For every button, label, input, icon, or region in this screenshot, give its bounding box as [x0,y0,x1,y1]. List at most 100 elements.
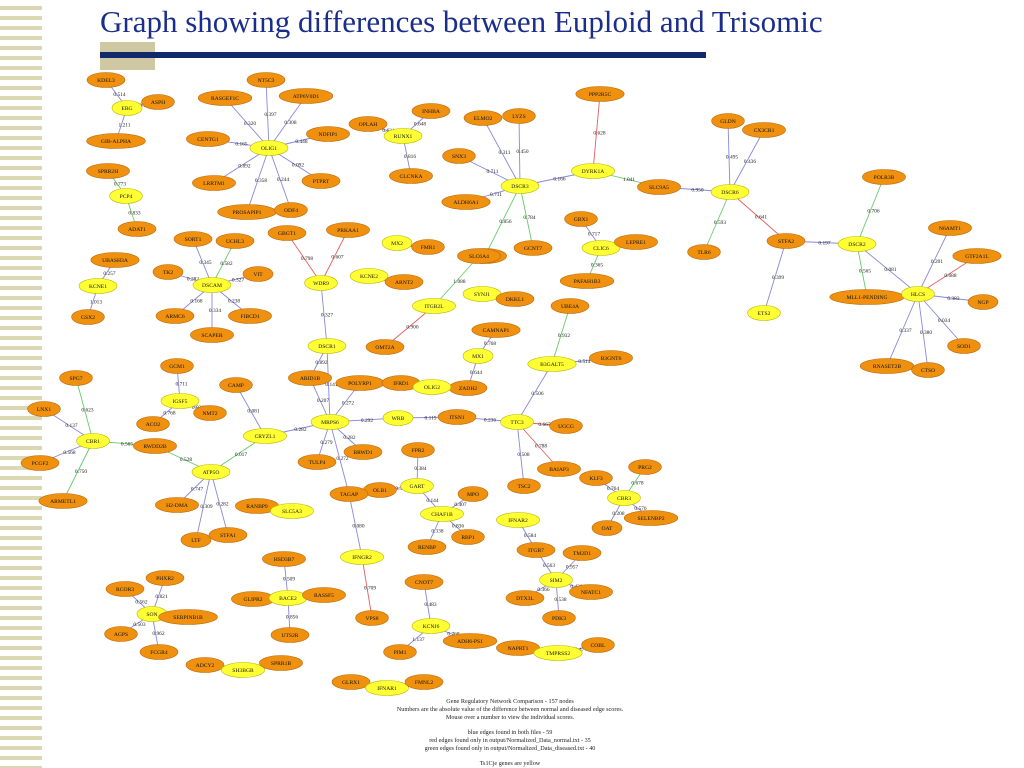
node-mrps6[interactable]: MRPS6 [310,414,350,430]
edge-weight-label[interactable]: 0.257 [103,271,115,277]
node-cnot7[interactable]: CNOT7 [404,574,444,590]
edge-weight-label[interactable]: 0.272 [342,401,354,407]
edge-weight-label[interactable]: 0.436 [744,159,756,165]
edge-weight-label[interactable]: 0.144 [426,498,438,504]
edge-weight-label[interactable]: 0.165 [235,142,247,148]
edge-weight-label[interactable]: 0.768 [163,411,175,417]
node-uts2r[interactable]: UTS2R [270,627,310,643]
node-tsc2[interactable]: TSC2 [507,478,541,494]
node-fcgr4[interactable]: FCGR4 [139,644,179,660]
node-stfa1[interactable]: STFA1 [208,527,248,543]
node-ifngr2[interactable]: IFNGR2 [340,549,384,565]
edge-weight-label[interactable]: 0.337 [899,328,911,334]
node-renbp[interactable]: RENBP [407,539,447,555]
node-h2dma[interactable]: H2-DMA [155,497,199,513]
edge-weight-label[interactable]: 0.115 [425,416,437,422]
node-nmt2[interactable]: NMT2 [193,405,227,421]
node-runx1[interactable]: RUNX1 [383,128,423,144]
node-agps[interactable]: AGPS [104,626,138,642]
node-olig1[interactable]: OLIG1 [249,140,289,156]
edge-weight-label[interactable]: 0.711 [487,169,499,175]
edge-weight-label[interactable]: 0.932 [558,333,570,339]
node-kcne2[interactable]: KCNE2 [349,268,389,284]
node-inhba[interactable]: INHBA [411,103,451,119]
node-mx2[interactable]: MX2 [381,235,413,251]
node-adat1[interactable]: ADAT1 [117,221,157,237]
edge-weight-label[interactable]: 0.514 [578,359,590,365]
node-rassf5[interactable]: RASSF5 [302,587,346,603]
edge-weight-label[interactable]: 0.272 [336,456,348,462]
node-serpinb1b[interactable]: SERPINB1B [158,609,218,625]
node-gcm1[interactable]: GCM1 [160,358,194,374]
edge-weight-label[interactable]: 0.750 [75,469,87,475]
edge-weight-label[interactable]: 0.092 [292,163,304,169]
edge-weight-label[interactable]: 0.593 [714,220,726,226]
node-clic6[interactable]: CLIC6 [581,240,621,256]
edge-weight-label[interactable]: 0.081 [884,267,896,273]
edge-weight-label[interactable]: 0.358 [255,178,267,184]
edge-weight-label[interactable]: 0.508 [517,452,529,458]
node-elmo2[interactable]: ELMO2 [463,110,503,126]
edge-weight-label[interactable]: 0.816 [404,154,416,160]
edge-weight-label[interactable]: 0.678 [631,481,643,487]
node-ube4a[interactable]: UBE4A [550,298,590,314]
node-sh3bgr[interactable]: SH3BGR [221,662,265,678]
edge-weight-label[interactable]: 0.450 [516,149,528,155]
edge-weight-label[interactable]: 0.081 [247,409,259,415]
node-arnt2[interactable]: ARNT2 [384,274,424,290]
node-pim1[interactable]: PIM1 [383,644,417,660]
edge-weight-label[interactable]: 0.892 [238,164,250,170]
node-oat[interactable]: OAT [591,520,623,536]
node-pcp4[interactable]: PCP4 [109,188,143,204]
node-b3gnt6[interactable]: B3GNT6 [589,350,633,366]
edge-weight-label[interactable]: 1.211 [119,123,131,129]
edge-weight-label[interactable]: 0.538 [554,597,566,603]
node-gbx1[interactable]: GBX1 [564,211,598,227]
edge-weight-label[interactable]: 0.380 [920,330,932,336]
node-bace2[interactable]: BACE2 [268,590,308,606]
node-centg1[interactable]: CENTG1 [186,131,230,147]
edge-weight-label[interactable]: 0.717 [588,232,600,238]
edge-weight-label[interactable]: 0.798 [301,256,313,262]
edge-weight-label[interactable]: 0.279 [320,440,332,446]
edge-weight-label[interactable]: 0.768 [484,341,496,347]
edge-weight-label[interactable]: 0.788 [535,444,547,450]
node-prkaa1[interactable]: PRKAA1 [326,222,370,238]
edge-weight-label[interactable]: 0.584 [524,533,536,539]
node-ppp2r5c[interactable]: PPP2R5C [575,86,625,102]
node-slc5a3[interactable]: SLC5A3 [270,503,314,519]
edge-weight-label[interactable]: 0.784 [523,215,535,221]
node-slc9a5[interactable]: SLC9A5 [637,179,681,195]
edge-weight-label[interactable]: 0.166 [553,177,565,183]
edge-weight-label[interactable]: 0.607 [331,255,343,261]
edge-weight-label[interactable]: 0.667 [538,422,550,428]
edge-weight-label[interactable]: 0.207 [317,398,329,404]
node-hsd3b7[interactable]: HSD3B7 [262,551,306,567]
node-odf4[interactable]: ODF4 [274,202,308,218]
node-lrrtm1[interactable]: LRRTM1 [192,175,236,191]
edge-weight-label[interactable]: 0.334 [209,308,221,314]
node-slc6a4[interactable]: SLC6A4 [457,248,501,264]
node-polr3b[interactable]: POLR3B [862,169,906,185]
node-tulp4[interactable]: TULP4 [297,454,337,470]
node-olb1[interactable]: OLB1 [363,482,397,498]
edge-weight-label[interactable]: 0.282 [343,435,355,441]
node-mll1[interactable]: MLL1-PENDING [829,289,905,305]
edge-weight-label[interactable]: 0.201 [931,259,943,265]
node-rasgef1c[interactable]: RASGEF1C [197,90,253,106]
node-cx3cr1[interactable]: CX3CR1 [742,122,786,138]
edge-weight-label[interactable]: 0.282 [294,427,306,433]
node-erg[interactable]: ERG [111,100,143,116]
edge-weight-label[interactable]: 0.197 [818,241,830,247]
edge-weight-label[interactable]: 0.768 [447,632,459,638]
node-adcy2[interactable]: ADCY2 [185,657,225,673]
node-dscr3[interactable]: DSCR3 [500,178,540,194]
node-rbp1[interactable]: RBP1 [451,529,485,545]
node-adh6ps1[interactable]: ADH6-PS1 [442,633,498,649]
edge-weight-label[interactable]: 0.292 [361,418,373,424]
edge-weight-label[interactable]: 0.338 [431,529,443,535]
edge-weight-label[interactable]: 0.706 [867,209,879,215]
edge-weight-label[interactable]: 0.773 [114,182,126,188]
node-tagap[interactable]: TAGAP [329,486,369,502]
node-ifnar2[interactable]: IFNAR2 [496,512,540,528]
